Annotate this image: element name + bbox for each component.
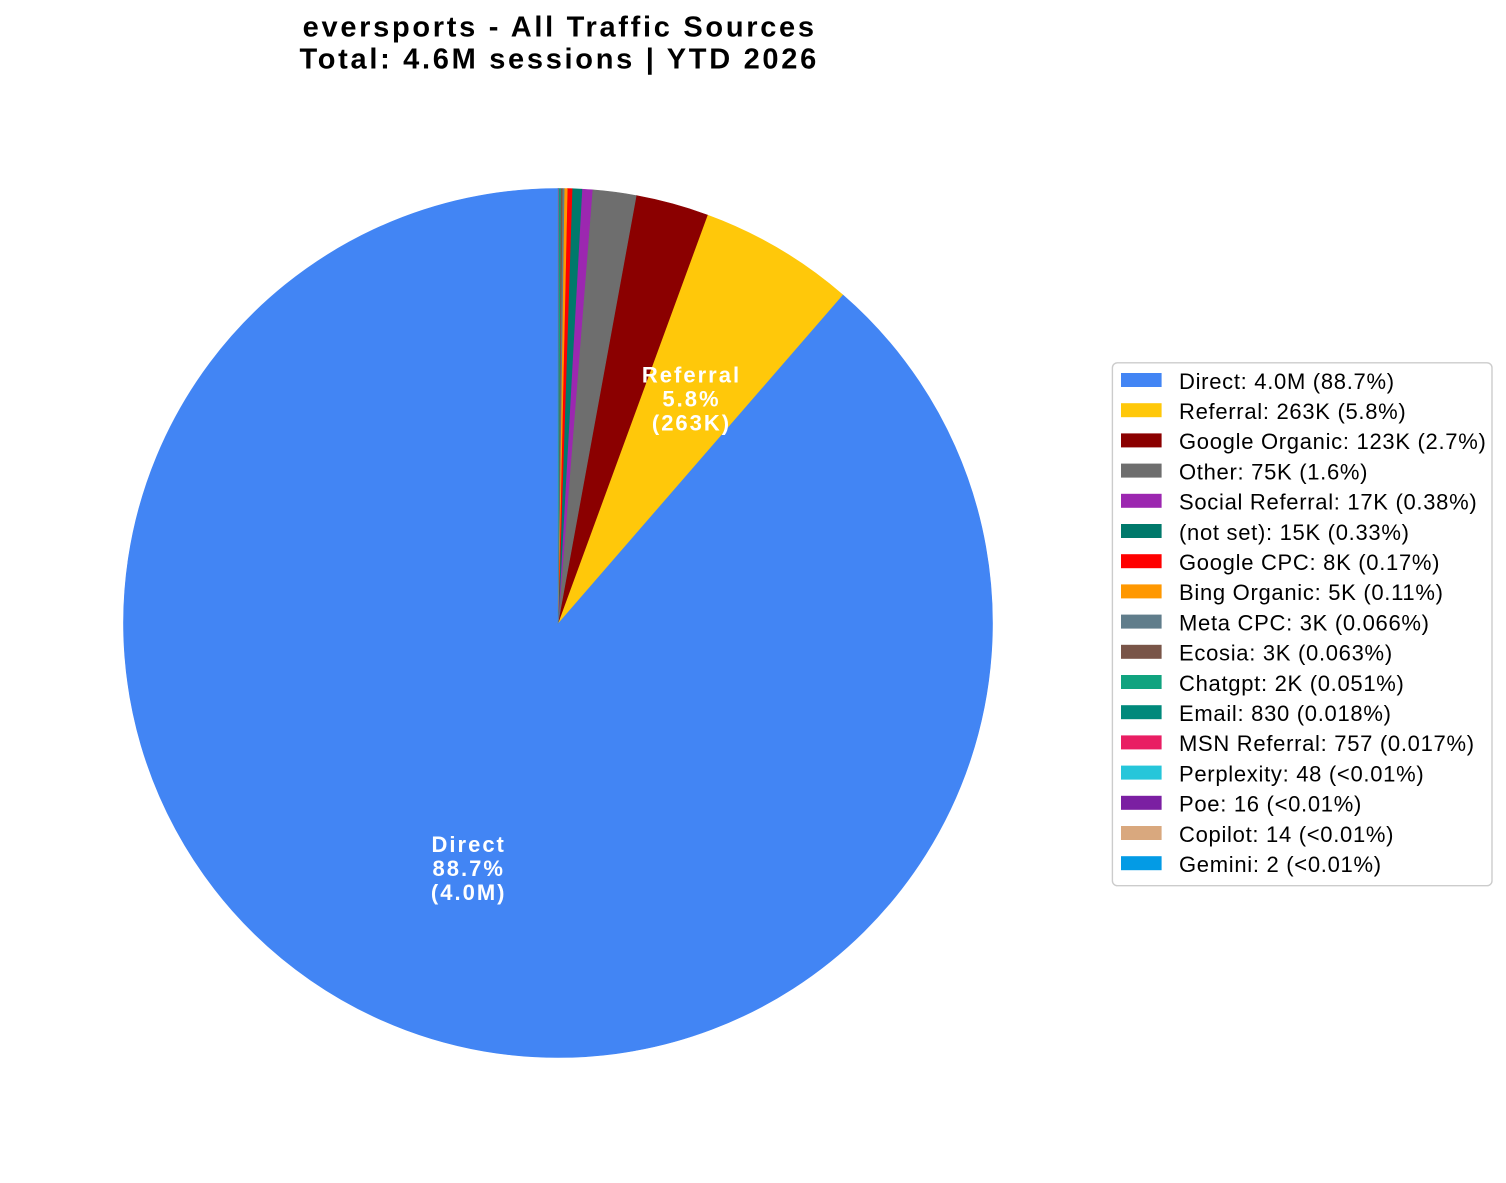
svg-text:Ecosia: 3K (0.063%): Ecosia: 3K (0.063%) [1179, 641, 1393, 666]
svg-text:88.7%: 88.7% [433, 856, 505, 881]
svg-text:Chatgpt: 2K (0.051%): Chatgpt: 2K (0.051%) [1179, 671, 1405, 696]
svg-text:Social Referral: 17K (0.38%): Social Referral: 17K (0.38%) [1179, 490, 1477, 515]
svg-text:5.8%: 5.8% [662, 387, 720, 412]
svg-text:Total: 4.6M sessions | YTD 202: Total: 4.6M sessions | YTD 2026 [299, 44, 818, 76]
svg-text:Perplexity: 48 (<0.01%): Perplexity: 48 (<0.01%) [1179, 761, 1424, 786]
svg-text:Gemini: 2 (<0.01%): Gemini: 2 (<0.01%) [1179, 852, 1382, 877]
svg-text:Meta CPC: 3K (0.066%): Meta CPC: 3K (0.066%) [1179, 610, 1430, 635]
svg-text:Bing Organic: 5K (0.11%): Bing Organic: 5K (0.11%) [1179, 580, 1444, 605]
svg-text:Email: 830 (0.018%): Email: 830 (0.018%) [1179, 701, 1392, 726]
svg-text:eversports - All Traffic Sourc: eversports - All Traffic Sources [303, 12, 817, 44]
svg-text:Poe: 16 (<0.01%): Poe: 16 (<0.01%) [1179, 792, 1362, 817]
svg-text:MSN Referral: 757 (0.017%): MSN Referral: 757 (0.017%) [1179, 731, 1475, 756]
svg-text:Google Organic: 123K (2.7%): Google Organic: 123K (2.7%) [1179, 429, 1487, 454]
svg-text:Direct: 4.0M (88.7%): Direct: 4.0M (88.7%) [1179, 369, 1395, 394]
svg-text:(263K): (263K) [652, 411, 731, 436]
svg-text:Direct: Direct [432, 832, 506, 857]
svg-text:Google CPC: 8K (0.17%): Google CPC: 8K (0.17%) [1179, 550, 1440, 575]
svg-text:Referral: Referral [642, 363, 741, 388]
svg-text:Copilot: 14 (<0.01%): Copilot: 14 (<0.01%) [1179, 822, 1394, 847]
svg-text:Referral: 263K (5.8%): Referral: 263K (5.8%) [1179, 399, 1406, 424]
svg-text:(4.0M): (4.0M) [431, 880, 507, 905]
svg-text:(not set): 15K (0.33%): (not set): 15K (0.33%) [1179, 520, 1410, 545]
svg-text:Other: 75K (1.6%): Other: 75K (1.6%) [1179, 459, 1368, 484]
